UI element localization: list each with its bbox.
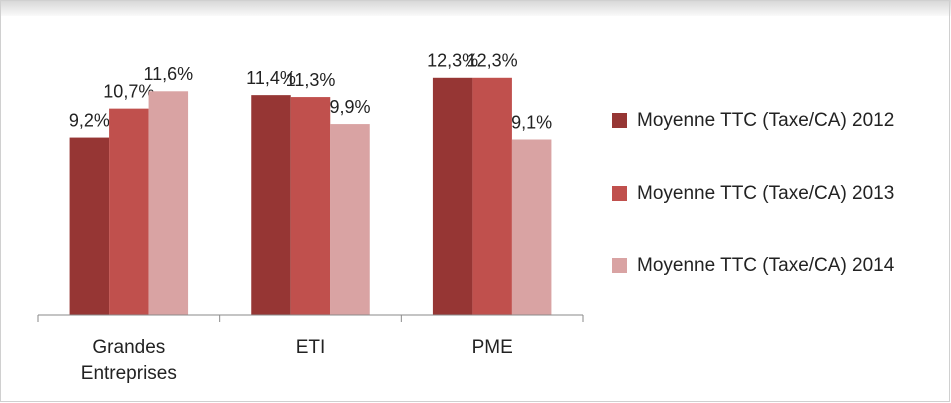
data-label: 12,3% <box>467 51 518 71</box>
data-label: 11,6% <box>143 64 193 84</box>
bar <box>148 91 189 316</box>
top-band <box>0 0 951 16</box>
bar <box>290 97 331 315</box>
data-label: 9,2% <box>69 110 110 130</box>
legend-label: Moyenne TTC (Taxe/CA) 2014 <box>637 255 895 276</box>
data-label: 9,1% <box>511 112 552 132</box>
bar <box>432 77 473 316</box>
data-label: 10,7% <box>103 81 154 101</box>
data-label: 12,3% <box>427 51 478 71</box>
bar <box>251 95 291 316</box>
data-label: 11,3% <box>286 70 336 90</box>
bar <box>69 137 110 315</box>
data-label: 9,9% <box>329 97 370 117</box>
legend-label: Moyenne TTC (Taxe/CA) 2012 <box>637 110 895 131</box>
legend-label: Moyenne TTC (Taxe/CA) 2013 <box>637 182 895 204</box>
x-tick-label: ETI <box>295 337 326 358</box>
bar <box>330 124 370 315</box>
legend-swatch <box>612 185 627 201</box>
data-label: 11,4% <box>246 68 296 88</box>
x-tick-label: Grandes Entreprises <box>80 337 177 384</box>
bar <box>472 77 512 316</box>
bar <box>109 108 149 316</box>
legend-swatch <box>612 113 627 128</box>
bar <box>511 139 552 315</box>
x-tick-label: PME <box>471 337 513 358</box>
legend-swatch <box>612 258 627 273</box>
